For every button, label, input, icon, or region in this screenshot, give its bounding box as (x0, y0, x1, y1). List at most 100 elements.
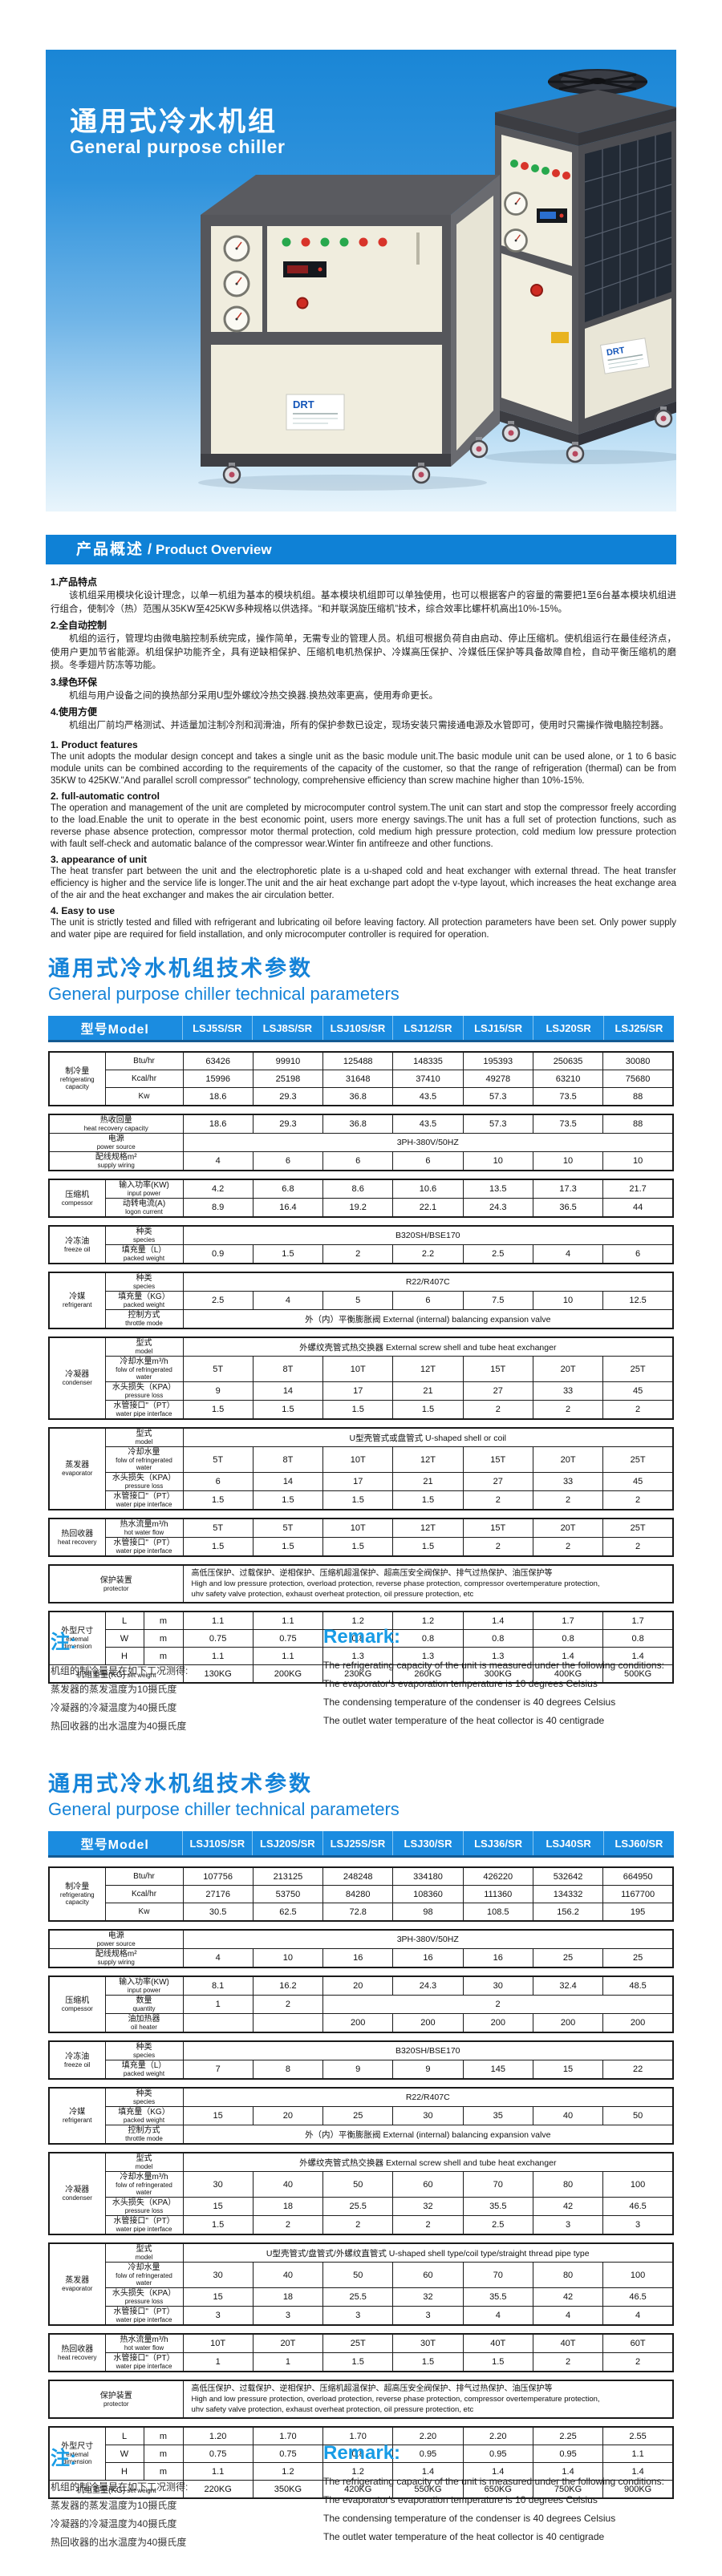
note-block-2: 注: 机组的制冷量是在如下工况测得: 蒸发器的蒸发温度为10摄氏度 冷凝器的冷凝温度为… (51, 2442, 676, 2552)
spec-value: 57.3 (462, 1087, 533, 1106)
spec-value: 6 (322, 1151, 394, 1171)
row-label: 保护装置 protector (48, 1564, 184, 1603)
row-label: Kw (104, 1903, 184, 1922)
spec-value: 1 (182, 1995, 254, 2014)
row-label: 型式 model (104, 1427, 184, 1447)
grille-lines (584, 135, 672, 316)
spec-value: 4 (182, 1948, 254, 1968)
fan-icon (548, 69, 647, 95)
spec-group: 电源 power source 3PH-380V/50HZ 配线规格m² supply … (48, 1929, 674, 1968)
spec-value: 20 (252, 2106, 324, 2125)
spec-row: 电源 power source 3PH-380V/50HZ (48, 1929, 674, 1949)
row-label: 型式 model (104, 1337, 184, 1357)
spec-value: 200 (462, 2013, 533, 2033)
spec-value: 21.7 (602, 1179, 674, 1199)
spec-value: 3 (252, 2306, 324, 2326)
spec-row: 电源 power source 3PH-380V/50HZ (48, 1133, 674, 1152)
overview-paragraph: The unit adopts the modular design conce… (51, 751, 676, 786)
group-label: 制冷量 refrigerating capacity (48, 1866, 106, 1922)
spec-value: 2 (462, 1537, 533, 1557)
overview-heading: 2. full-automatic control (51, 790, 160, 802)
spec-value: 35 (462, 2106, 533, 2125)
spec-value: 3 (392, 2306, 464, 2326)
gauge-icon (223, 235, 250, 333)
spec-value: 17 (322, 1472, 394, 1491)
spec-value: 4 (602, 2306, 674, 2326)
spec-section-2: 通用式冷水机组技术参数 General purpose chiller tech… (48, 1766, 674, 2506)
spec-value: 5T (182, 1356, 254, 1382)
spec-row: 压缩机 compessor 输入功率(KW) input power 4.2 6.8 8.6… (48, 1179, 674, 1218)
model-label: 型号Model (80, 1838, 149, 1852)
group-label: 热回收器 heat recovery (48, 2333, 106, 2372)
spec-value: 2.2 (392, 1244, 464, 1264)
row-label: 水管接口"（PT） water pipe interface (104, 1400, 184, 1420)
spec-value: 10 (252, 1948, 324, 1968)
spec-row: 水管接口"（PT） water pipe interface 1 1 1.5 1.5 1.5… (49, 2352, 674, 2372)
spec-value: 32 (392, 2287, 464, 2307)
spec-value: 107756 (182, 1866, 254, 1886)
spec-value: 27176 (182, 1885, 254, 1903)
spec-value: 200KG (252, 1664, 324, 1684)
spec-row: 保护装置 protector 高低压保护、过载保护、逆相保护、压缩机超温保护、超高压… (48, 1564, 674, 1603)
spec-value: 15T (462, 1446, 533, 1473)
spec-value: 24.3 (392, 1975, 464, 1996)
spec-value: 33 (532, 1381, 604, 1401)
spec-row: 冷媒 refrigerant 种类 species R22/R407C (48, 1272, 674, 1329)
spec-row: 冷凝器 condenser 型式 model 外螺纹壳管式热交换器 External s… (48, 2152, 674, 2235)
group-label: 冷冻油 freeze oil (48, 1225, 106, 1264)
spec-value: 22 (602, 2060, 674, 2080)
spec-value: 1.5 (252, 1490, 324, 1510)
note-line-en: The outlet water temperature of the heat… (323, 1715, 605, 1726)
overview-paragraph: The operation and management of the unit… (51, 803, 676, 849)
row-label: 冷却水量 folw of refringerated water (104, 1446, 184, 1473)
spec-value: 9 (322, 2060, 394, 2080)
spec-value: 36.5 (532, 1198, 604, 1218)
note-line-en: The refrigerating capacity of the unit i… (323, 2476, 664, 2487)
spec-value: 7 (182, 2060, 254, 2080)
spec-row: 热收回量 heat recovery capacity 18.6 29.3 36.8 43… (48, 1114, 674, 1134)
spec-value: 29.3 (252, 1087, 324, 1106)
spec1-title-zh: 通用式冷水机组技术参数 (48, 956, 313, 981)
spec-value: 664950 (602, 1866, 674, 1886)
spec-value: 18.6 (182, 1087, 254, 1106)
spec-group: 热回收器 heat recovery 热水流量m³/h hot water flow 1… (48, 2333, 674, 2372)
spec-row: 水头损失（KPA） pressure loss 9 14 17 21 27 33 45 (49, 1381, 674, 1401)
spec-value: 6 (602, 1244, 674, 1264)
spec-value: 40 (532, 2106, 604, 2125)
spec-value: 50 (602, 2106, 674, 2125)
overview-paragraph: 该机组采用模块化设计理念，以单一机组为基本的模块机组。基本模块机组即可以单独使用… (51, 591, 676, 614)
spec-value: 1.5 (182, 1400, 254, 1420)
spec-value: 53750 (252, 1885, 324, 1903)
spec-span-value: 3PH-380V/50HZ (182, 1133, 674, 1152)
spec-span-value: 外螺纹壳管式热交换器 External screw shell and tube… (182, 2152, 674, 2172)
row-label: Kw (104, 1087, 184, 1106)
spec-value: 1.5 (392, 1400, 464, 1420)
spec-value: 1.20 (182, 2426, 254, 2445)
spec-span-value: 外（内）平衡膨胀阀 External (internal) balancing … (182, 2125, 674, 2145)
spec-value: 2 (462, 1400, 533, 1420)
overview-text: 1.产品特点 该机组采用模块化设计理念，以单一机组为基本的模块机组。基本模块机组即… (51, 572, 676, 941)
spec-group: 热回收器 heat recovery 热水流量m³/h hot water flow 5… (48, 1518, 674, 1557)
spec-value: 400KG (532, 1664, 604, 1684)
spec-row: 冷媒 refrigerant 种类 species R22/R407C (48, 2087, 674, 2145)
spec-value: 15T (462, 1356, 533, 1382)
spec-value: 230KG (322, 1664, 394, 1684)
brand-logo-text: DRT (293, 398, 314, 410)
spec-span-value: 高低压保护、过载保护、逆相保护、压缩机超温保护、超高压安全阀保护、排气过热保护、… (182, 2380, 674, 2419)
group-label: 冷媒 refrigerant (48, 2087, 106, 2145)
model-name: LSJ15/SR (462, 1016, 533, 1041)
dim-unit: m (143, 2462, 184, 2481)
spec-row: 水头损失（KPA） pressure loss 15 18 25.5 32 35.5 42 46… (49, 2197, 674, 2216)
spec-row: 冷冻油 freeze oil 种类 species B320SH/BSE170 (48, 1225, 674, 1264)
spec-row: 配线规格m² supply wiring 4 6 6 6 10 10 10 (48, 1151, 674, 1171)
note-zh-column: 注: 机组的制冷量是在如下工况测得: 蒸发器的蒸发温度为10摄氏度 冷凝器的冷凝温度为… (51, 1626, 323, 1736)
spec-row: 填充量（KG） packed weight 15 20 25 30 35 40 50 (49, 2106, 674, 2125)
spec-value: 25 (532, 1948, 604, 1968)
spec-value: 10T (322, 1356, 394, 1382)
model-name: LSJ60/SR (602, 1831, 674, 1857)
note-title-en: Remark: (323, 2442, 401, 2464)
row-label: Kcal/hr (104, 1885, 184, 1903)
spec-value (252, 2013, 324, 2033)
